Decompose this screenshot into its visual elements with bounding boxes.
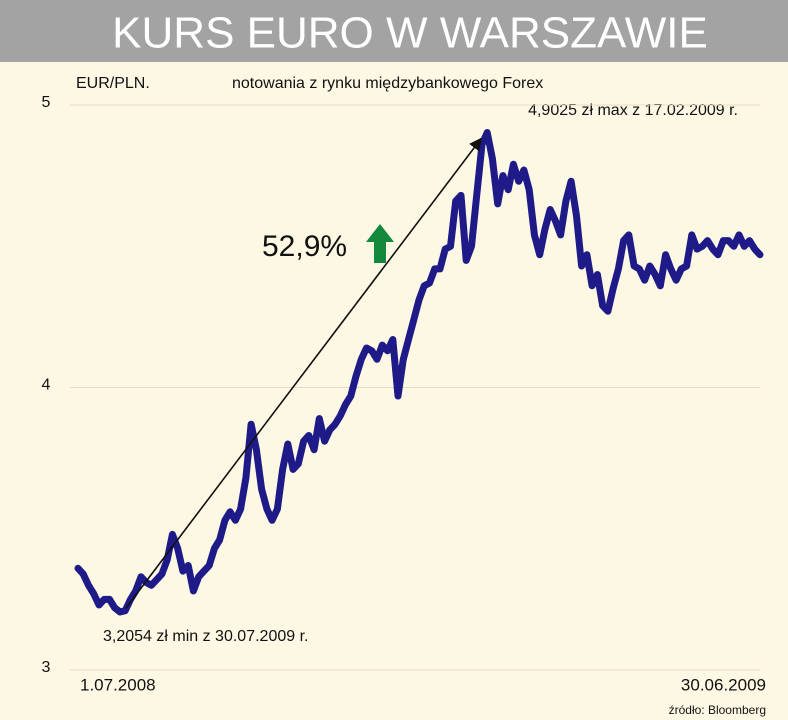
subtitle: notowania z rynku międzybankowego Forex	[232, 75, 543, 92]
y-tick-label: 3	[42, 659, 51, 676]
trend-arrow	[125, 137, 482, 609]
price-line	[74, 129, 764, 616]
y-tick-label: 5	[42, 94, 51, 111]
chart-title: KURS EURO W WARSZAWIE	[112, 9, 708, 58]
x-tick-label: 30.06.2009	[681, 675, 766, 694]
plot-area: 3 4 5 1.07.2008 30.06.2009	[42, 94, 766, 694]
title-band	[0, 0, 788, 62]
source: źródło: Bloomberg	[669, 703, 766, 717]
y-axis-label: EUR/PLN.	[76, 75, 150, 92]
max-annotation: 4,9025 zł max z 17.02.2009 r.	[528, 102, 738, 119]
min-annotation: 3,2054 zł min z 30.07.2009 r.	[103, 628, 308, 645]
x-tick-label: 1.07.2008	[80, 675, 156, 694]
up-arrow-icon	[366, 224, 394, 263]
y-tick-label: 4	[42, 377, 51, 394]
change-annotation: 52,9%	[262, 230, 347, 263]
